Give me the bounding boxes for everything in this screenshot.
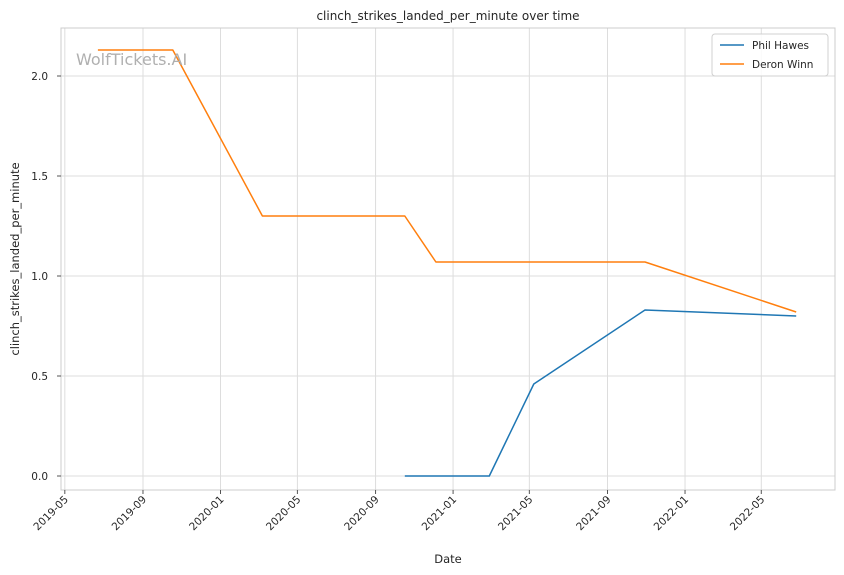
x-tick-label: 2019-05	[31, 494, 71, 534]
y-tick-label: 2.0	[31, 71, 48, 83]
x-tick-label: 2021-01	[420, 494, 460, 534]
series-line-deron-winn	[97, 49, 797, 313]
watermark-text: WolfTickets.AI	[76, 50, 187, 69]
x-tick-label: 2021-09	[574, 494, 614, 534]
y-tick-label: 0.5	[31, 371, 48, 383]
series-layer	[97, 49, 797, 477]
x-tick-label: 2021-05	[496, 494, 536, 534]
legend-label-phil-hawes: Phil Hawes	[752, 40, 809, 52]
x-tick-label: 2022-01	[652, 494, 692, 534]
y-tick-label: 1.0	[31, 271, 48, 283]
y-tick-labels: 0.0 0.5 1.0 1.5 2.0	[31, 71, 61, 483]
plot-frame	[60, 27, 836, 491]
x-tick-label: 2020-09	[342, 494, 382, 534]
series-line-phil-hawes	[404, 309, 797, 477]
x-tick-label: 2022-05	[728, 494, 768, 534]
x-tick-labels: 2019-05 2019-09 2020-01 2020-05 2020-09 2021-…	[31, 490, 767, 533]
y-tick-label: 1.5	[31, 171, 48, 183]
x-axis-label: Date	[434, 552, 462, 566]
x-tick-label: 2020-05	[264, 494, 304, 534]
x-tick-label: 2019-09	[110, 494, 150, 534]
y-axis-label: clinch_strikes_landed_per_minute	[8, 162, 22, 355]
legend: Phil Hawes Deron Winn	[711, 33, 829, 77]
grid-lines	[61, 28, 835, 490]
x-tick-label: 2020-01	[187, 494, 227, 534]
y-tick-label: 0.0	[31, 471, 48, 483]
chart-title: clinch_strikes_landed_per_minute over ti…	[316, 9, 579, 23]
legend-label-deron-winn: Deron Winn	[752, 59, 813, 71]
